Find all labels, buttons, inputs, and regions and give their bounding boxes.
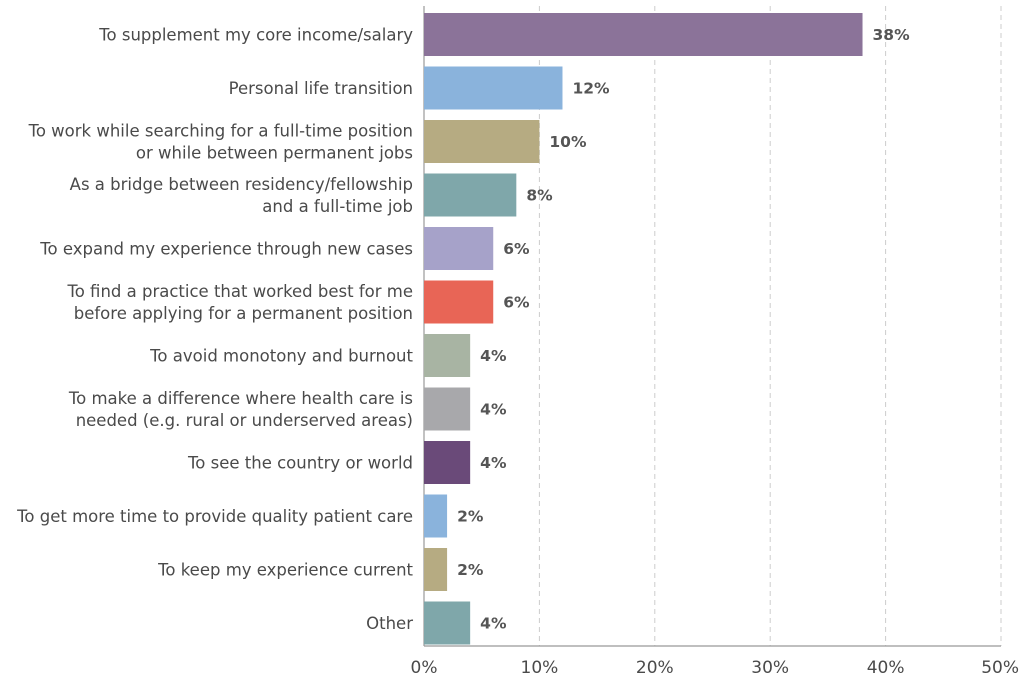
value-label: 4% bbox=[480, 454, 507, 472]
category-label: To supplement my core income/salary bbox=[98, 26, 413, 45]
category-label: As a bridge between residency/fellowship bbox=[70, 175, 413, 194]
value-label: 8% bbox=[526, 187, 553, 205]
x-tick-label: 20% bbox=[636, 658, 674, 678]
bar bbox=[424, 66, 563, 110]
x-tick-label: 30% bbox=[751, 658, 789, 678]
category-label: To keep my experience current bbox=[157, 561, 413, 580]
category-label: To see the country or world bbox=[187, 454, 413, 473]
value-label: 4% bbox=[480, 615, 507, 633]
bar bbox=[424, 334, 471, 377]
category-label: before applying for a permanent position bbox=[74, 304, 413, 323]
value-label: 12% bbox=[572, 80, 610, 98]
bar bbox=[424, 227, 494, 270]
category-label: Personal life transition bbox=[229, 79, 413, 98]
category-label: To avoid monotony and burnout bbox=[149, 347, 413, 366]
x-tick-label: 40% bbox=[867, 658, 905, 678]
bar bbox=[424, 173, 517, 217]
bar bbox=[424, 387, 471, 431]
category-label: or while between permanent jobs bbox=[136, 144, 413, 163]
value-label: 4% bbox=[480, 401, 507, 419]
category-label: To make a difference where health care i… bbox=[68, 389, 413, 408]
category-label: To expand my experience through new case… bbox=[39, 240, 413, 259]
x-axis-ticks: 0% 10% 20% 30% 40% 50% bbox=[411, 658, 1019, 678]
bars bbox=[424, 13, 863, 645]
bar bbox=[424, 13, 863, 56]
category-label: and a full-time job bbox=[262, 197, 413, 216]
bar bbox=[424, 441, 471, 484]
gridlines bbox=[423, 6, 1002, 647]
bar bbox=[424, 120, 540, 163]
bar bbox=[424, 494, 448, 538]
category-label: To find a practice that worked best for … bbox=[66, 282, 413, 301]
value-label: 4% bbox=[480, 347, 507, 365]
value-label: 10% bbox=[549, 133, 587, 151]
category-labels: To supplement my core income/salary Perso… bbox=[16, 26, 413, 634]
x-tick-label: 10% bbox=[521, 658, 559, 678]
value-labels: 38% 12% 10% 8% 6% 6% 4% 4% 4% 2% 2% 4% bbox=[457, 26, 910, 633]
category-label: Other bbox=[366, 614, 413, 633]
x-tick-label: 0% bbox=[411, 658, 438, 678]
bar bbox=[424, 548, 448, 591]
bar bbox=[424, 280, 494, 324]
value-label: 38% bbox=[873, 26, 911, 44]
category-label: To get more time to provide quality pati… bbox=[16, 507, 413, 526]
x-tick-label: 50% bbox=[981, 658, 1019, 678]
category-label: To work while searching for a full-time … bbox=[28, 122, 413, 141]
value-label: 6% bbox=[503, 294, 530, 312]
value-label: 2% bbox=[457, 561, 484, 579]
value-label: 2% bbox=[457, 508, 484, 526]
category-label: needed (e.g. rural or underserved areas) bbox=[76, 411, 413, 430]
value-label: 6% bbox=[503, 240, 530, 258]
bar bbox=[424, 601, 471, 645]
